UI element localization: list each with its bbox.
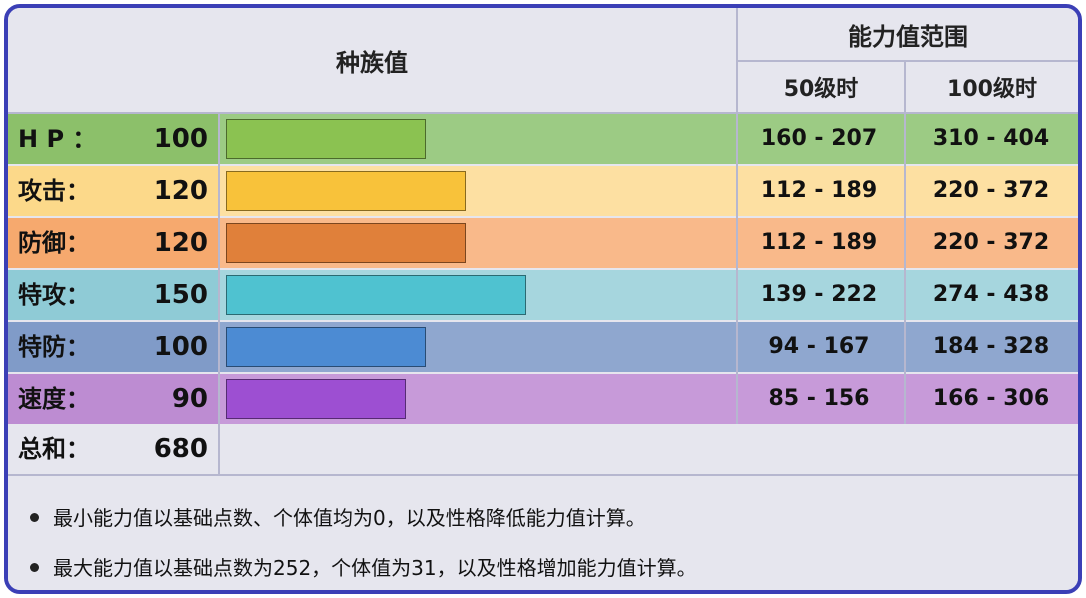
range-level100: 220 - 372 — [932, 178, 1050, 203]
stat-label-cell — [8, 374, 218, 424]
level50-label: 50级时 — [783, 77, 859, 102]
stat-row: 防御： 120 112 - 189 220 - 372 — [8, 218, 1078, 268]
range-level100: 220 - 372 — [932, 230, 1050, 255]
stat-bar — [226, 379, 406, 419]
level50-header: 50级时 — [738, 62, 904, 112]
note-min: 最小能力值以基础点数、个体值均为0，以及性格降低能力值计算。 — [30, 502, 646, 531]
range-level100: 274 - 438 — [932, 282, 1050, 307]
stat-bar-track — [220, 114, 734, 164]
range-level50: 112 - 189 — [760, 230, 878, 255]
total-row: 总和： 680 — [8, 424, 1078, 474]
stat-bar-track — [220, 270, 734, 320]
stat-label: 攻击： — [18, 177, 90, 205]
range-level100: 310 - 404 — [932, 126, 1050, 151]
stat-label: 速度： — [18, 385, 90, 413]
stat-label: H P ： — [18, 125, 97, 153]
range-level50: 160 - 207 — [760, 126, 878, 151]
stat-label: 防御： — [18, 229, 90, 257]
total-label: 总和： — [18, 435, 90, 463]
stat-value: 100 — [153, 124, 208, 154]
base-stats-table: 种族值 能力值范围 50级时 100级时 H P ： 100 160 - 207 31… — [4, 4, 1082, 594]
stat-label-cell — [8, 322, 218, 372]
range-header: 能力值范围 — [738, 8, 1078, 60]
base-stats-title: 种族值 — [336, 48, 408, 77]
stat-bar-track — [220, 166, 734, 216]
stat-row: 攻击： 120 112 - 189 220 - 372 — [8, 166, 1078, 216]
divider — [218, 112, 220, 474]
bullet-icon — [30, 563, 39, 572]
level100-label: 100级时 — [947, 77, 1037, 102]
level100-header: 100级时 — [906, 62, 1078, 112]
stat-value: 120 — [153, 228, 208, 258]
stat-value: 150 — [153, 280, 208, 310]
stat-label-cell — [8, 270, 218, 320]
range-level100: 166 - 306 — [932, 386, 1050, 411]
stat-bar — [226, 119, 426, 159]
stat-row: 特防： 100 94 - 167 184 - 328 — [8, 322, 1078, 372]
range-level100: 184 - 328 — [932, 334, 1050, 359]
stat-row: H P ： 100 160 - 207 310 - 404 — [8, 114, 1078, 164]
stat-bar — [226, 275, 526, 315]
stat-value: 120 — [153, 176, 208, 206]
divider — [904, 60, 906, 424]
divider — [8, 474, 1078, 476]
stat-value: 100 — [153, 332, 208, 362]
stat-bar — [226, 223, 466, 263]
stat-label: 特防： — [18, 333, 90, 361]
stat-row: 速度： 90 85 - 156 166 - 306 — [8, 374, 1078, 424]
stat-bar — [226, 327, 426, 367]
stat-bar-track — [220, 218, 734, 268]
range-level50: 139 - 222 — [760, 282, 878, 307]
range-level50: 112 - 189 — [760, 178, 878, 203]
stat-value: 90 — [171, 384, 208, 414]
total-value: 680 — [153, 434, 208, 464]
stat-label-cell — [8, 114, 218, 164]
stat-bar-track — [220, 374, 734, 424]
notes-section: 最小能力值以基础点数、个体值均为0，以及性格降低能力值计算。 最大能力值以基础点… — [8, 478, 1078, 590]
bullet-icon — [30, 513, 39, 522]
stat-bar — [226, 171, 466, 211]
divider — [8, 112, 1078, 114]
divider — [736, 8, 738, 424]
stat-label-cell — [8, 218, 218, 268]
stat-bar-track — [220, 322, 734, 372]
stat-row: 特攻： 150 139 - 222 274 - 438 — [8, 270, 1078, 320]
note-max: 最大能力值以基础点数为252，个体值为31，以及性格增加能力值计算。 — [30, 552, 697, 581]
stat-label: 特攻： — [18, 281, 90, 309]
divider — [738, 60, 1078, 62]
range-level50: 85 - 156 — [768, 386, 870, 411]
base-stats-header: 种族值 — [8, 8, 736, 112]
range-level50: 94 - 167 — [768, 334, 870, 359]
stat-label-cell — [8, 166, 218, 216]
range-title: 能力值范围 — [848, 22, 968, 51]
